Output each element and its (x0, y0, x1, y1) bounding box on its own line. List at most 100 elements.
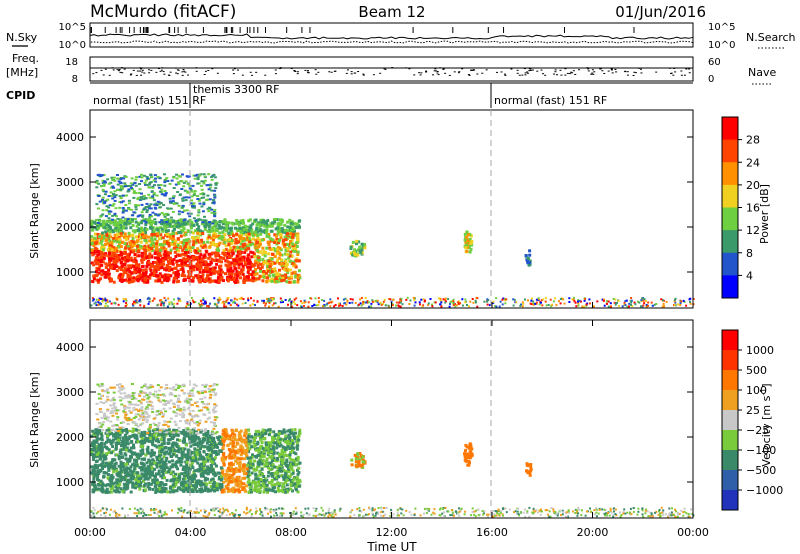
power-cell (95, 247, 99, 251)
power-cell (370, 302, 373, 305)
power-cell (150, 236, 154, 240)
power-cell (221, 301, 224, 304)
freq-dot (251, 74, 254, 76)
power-cell (180, 222, 184, 226)
power-cell (241, 258, 245, 262)
power-cell (188, 245, 192, 249)
velocity-cell (265, 460, 268, 464)
power-cell (577, 300, 579, 303)
power-cell (630, 297, 633, 299)
power-cell (270, 252, 274, 256)
power-cell (284, 265, 288, 268)
power-cell (323, 299, 326, 302)
power-cell (134, 184, 138, 187)
power-cell (116, 177, 120, 180)
velocity-cell (124, 436, 128, 440)
velocity-cell (243, 441, 247, 445)
velocity-cell (125, 428, 128, 431)
power-cell (129, 256, 133, 260)
power-cell (291, 247, 295, 250)
power-cell (234, 281, 238, 284)
power-cell (280, 258, 284, 262)
power-cell (321, 299, 323, 301)
power-cell (145, 218, 149, 222)
velocity-cell (148, 430, 152, 434)
power-cell (104, 275, 108, 279)
power-cell (101, 269, 105, 273)
power-cell (90, 219, 94, 223)
freq-dot (528, 70, 531, 72)
freq-dot (590, 73, 593, 75)
power-cell (224, 301, 227, 304)
power-cell (136, 196, 140, 199)
power-cell (90, 261, 94, 265)
power-cell (250, 228, 254, 232)
power-cell (192, 202, 196, 205)
power-cell (145, 256, 149, 259)
power-cell (97, 299, 100, 302)
power-cell (260, 220, 264, 224)
power-cell (154, 213, 158, 216)
freq-dot (346, 69, 349, 71)
power-cell (291, 235, 295, 239)
power-cell (183, 274, 187, 278)
power-cell (106, 272, 110, 276)
power-cell (246, 229, 249, 232)
power-cell (663, 305, 666, 308)
power-cell (204, 300, 207, 303)
power-cell (294, 243, 297, 247)
power-cell (118, 181, 122, 184)
power-cell (400, 297, 403, 300)
velocity-cell (90, 448, 94, 451)
power-cell (269, 237, 273, 241)
velocity-cell (132, 472, 136, 476)
power-cell (114, 215, 118, 218)
power-cell (195, 267, 199, 271)
power-cell (144, 206, 148, 208)
power-cell (109, 191, 113, 194)
power-cell (187, 275, 191, 279)
power-cell (230, 241, 234, 245)
freq-dot (593, 71, 596, 73)
power-cell (233, 297, 236, 300)
power-cell (98, 259, 102, 263)
power-cell (197, 211, 201, 214)
power-cell (171, 200, 175, 203)
power-cell (468, 250, 472, 254)
power-cell (164, 266, 167, 270)
power-cell (284, 247, 288, 250)
power-cell (156, 267, 160, 270)
power-cell (225, 259, 229, 263)
power-cell (379, 301, 382, 304)
power-cell (165, 218, 169, 221)
power-cell (107, 213, 111, 215)
velocity-cell (200, 482, 204, 486)
velocity-cell (221, 432, 225, 436)
power-cell (143, 181, 147, 184)
power-cell (95, 278, 99, 282)
power-cell (155, 247, 159, 251)
power-cell (143, 278, 147, 282)
freq-dot (504, 74, 507, 76)
velocity-cell (153, 467, 157, 471)
power-cell (105, 232, 109, 236)
power-cell (159, 254, 163, 258)
freq-dot (274, 73, 277, 75)
velocity-cell (217, 477, 221, 481)
freq-dot (592, 73, 595, 75)
power-cell (248, 267, 252, 271)
power-cell (101, 200, 105, 203)
power-cell (183, 245, 187, 249)
power-cell (133, 244, 136, 247)
velocity-cell (266, 428, 270, 432)
power-cell (265, 231, 268, 235)
velocity-cell (140, 457, 144, 461)
velocity-cell (163, 466, 167, 470)
velocity-cell (95, 433, 99, 437)
power-cell (512, 298, 515, 301)
power-cell (253, 272, 257, 276)
power-cell (95, 186, 99, 189)
power-cell (93, 236, 97, 240)
power-cell (177, 249, 181, 253)
